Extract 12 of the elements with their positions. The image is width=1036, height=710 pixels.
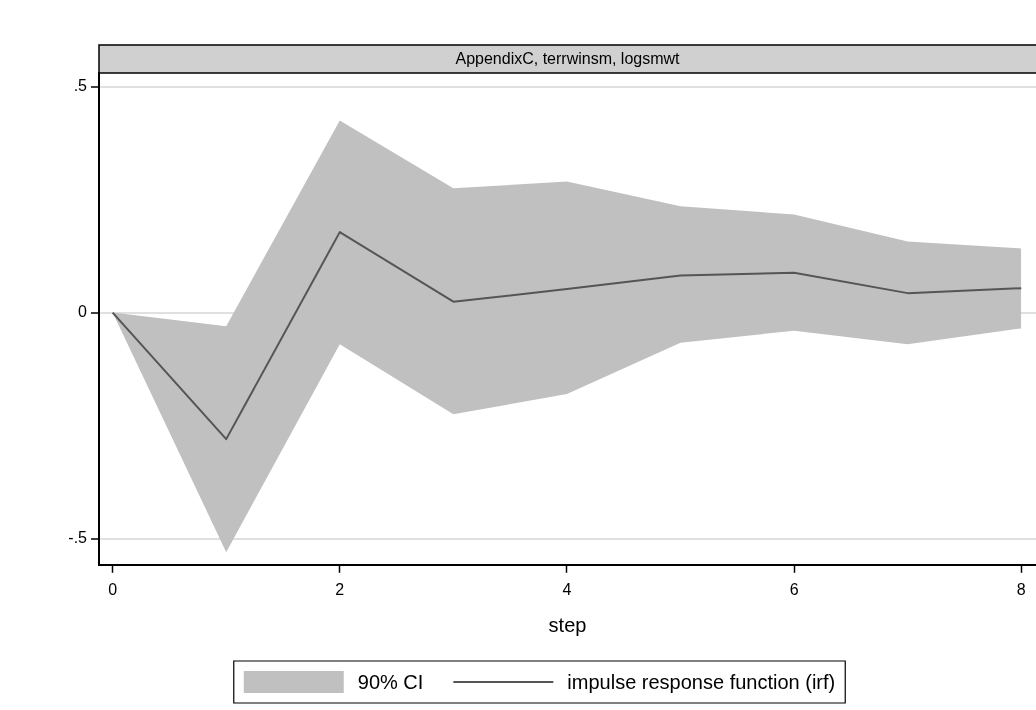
x-tick-label: 2 bbox=[335, 580, 345, 598]
y-tick-label: .5 bbox=[73, 76, 88, 94]
chart-title: AppendixC, terrwinsm, logsmwt bbox=[455, 50, 681, 68]
x-tick-label: 6 bbox=[789, 580, 799, 598]
x-tick-label: 4 bbox=[562, 580, 572, 598]
y-tick-label: 0 bbox=[78, 302, 88, 320]
x-axis-title: step bbox=[548, 613, 587, 636]
y-tick-label: -.5 bbox=[68, 528, 88, 546]
x-tick-label: 0 bbox=[108, 580, 118, 598]
legend-label: impulse response function (irf) bbox=[567, 670, 836, 693]
legend-label: 90% CI bbox=[357, 670, 424, 693]
x-tick-label: 8 bbox=[1016, 580, 1026, 598]
